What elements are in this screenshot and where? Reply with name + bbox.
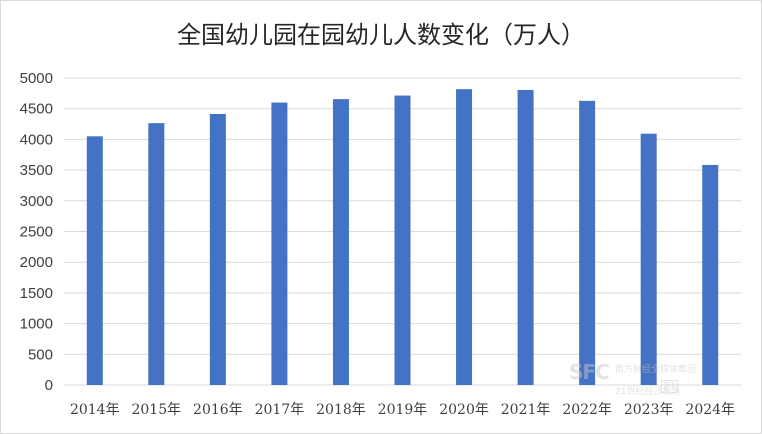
bar [148,123,165,385]
bar [640,133,657,385]
y-tick-label: 3000 [20,193,53,210]
x-tick-label: 2014年 [70,402,120,418]
bar [456,89,473,385]
watermark-logo: SFC 南方财经全媒体集团 21 21世纪经济报道 [569,358,739,402]
y-tick-label: 1000 [20,316,53,333]
x-tick-label: 2023年 [624,402,674,418]
x-tick-label: 2021年 [501,402,551,418]
watermark-badge: 21 [661,380,678,393]
y-tick-label: 5000 [20,70,53,87]
x-tick-label: 2018年 [316,402,366,418]
y-tick-label: 0 [45,377,53,394]
x-tick-label: 2015年 [131,402,181,418]
watermark-mark: SFC [569,360,610,384]
y-tick-label: 1500 [20,285,53,302]
bar [209,113,226,385]
bar [702,164,719,385]
bar [332,99,349,386]
x-tick-label: 2019年 [378,402,428,418]
x-tick-label: 2016年 [193,402,243,418]
bar [86,136,103,385]
x-tick-label: 2022年 [562,402,612,418]
x-tick-label: 2024年 [685,402,735,418]
y-tick-label: 2000 [20,254,53,271]
x-tick-label: 2017年 [255,402,305,418]
bar [271,102,288,385]
bar [579,100,596,386]
bar [394,95,411,386]
watermark-line1: 南方财经全媒体集团 [615,365,697,375]
y-tick-label: 2500 [20,224,53,241]
y-tick-label: 500 [28,346,53,363]
y-tick-label: 3500 [20,162,53,179]
bar [517,89,534,386]
x-tick-label: 2020年 [439,402,489,418]
chart-title: 全国幼儿园在园幼儿人数变化（万人） [177,21,585,49]
y-tick-label: 4500 [20,101,53,118]
y-tick-label: 4000 [20,131,53,148]
watermark-line2: 21世纪经济报道 [615,387,681,397]
